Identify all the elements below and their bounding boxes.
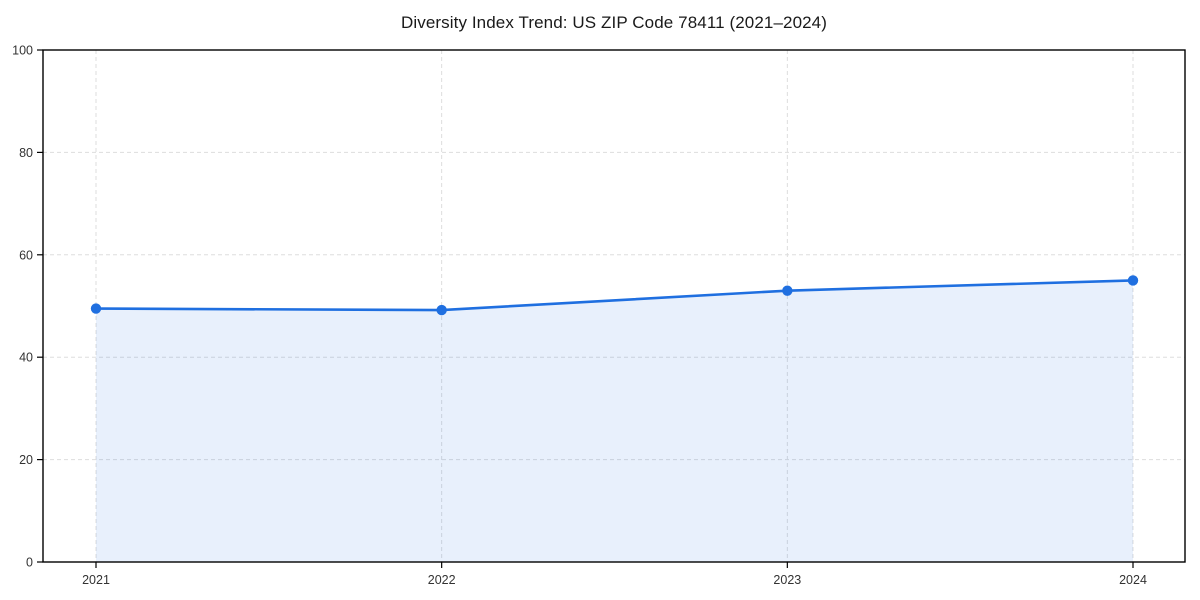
area-fill — [96, 280, 1133, 562]
chart-title: Diversity Index Trend: US ZIP Code 78411… — [400, 13, 828, 32]
x-tick-label-2024: 2024 — [1119, 573, 1147, 587]
x-tick-label-2021: 2021 — [82, 573, 110, 587]
y-tick-label-60: 60 — [19, 248, 33, 262]
data-point-2024 — [1127, 275, 1139, 286]
y-tick-label-20: 20 — [19, 453, 33, 467]
y-tick-label-80: 80 — [19, 146, 33, 160]
y-tick-label-40: 40 — [19, 351, 33, 365]
data-point-2022 — [436, 304, 447, 316]
x-tick-label-2022: 2022 — [428, 573, 456, 587]
y-tick-label-100: 100 — [12, 44, 33, 58]
trend-line — [94, 279, 1135, 312]
data-point-2021 — [90, 303, 102, 314]
data-point-2023 — [782, 285, 793, 296]
plot-frame — [42, 49, 1186, 563]
y-tick-label-0: 0 — [26, 556, 33, 570]
x-tick-label-2023: 2023 — [773, 573, 801, 587]
